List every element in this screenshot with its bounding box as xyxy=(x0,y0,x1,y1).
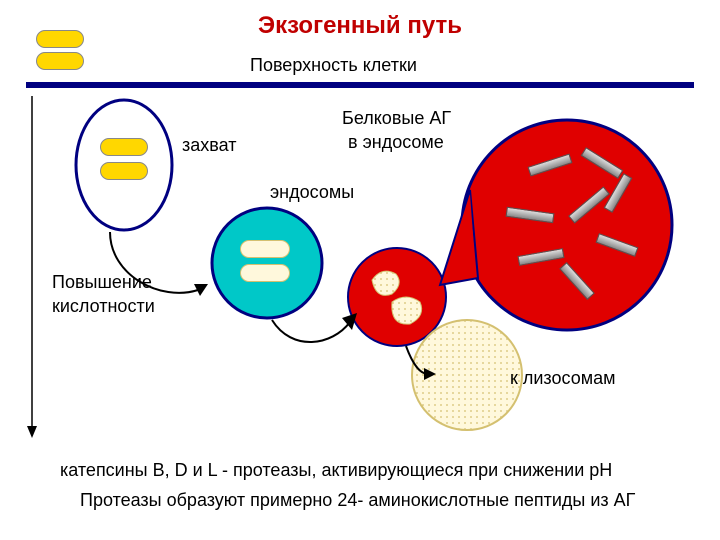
peptide-fragment xyxy=(559,262,595,300)
acidity-label-1: Повышение xyxy=(52,272,152,293)
body-line-2: Протеазы образуют примерно 24- аминокисл… xyxy=(80,490,635,511)
acidity-label-2: кислотности xyxy=(52,296,155,317)
page-title: Экзогенный путь xyxy=(170,12,550,40)
peptide-fragment xyxy=(506,207,555,224)
peptide-fragment xyxy=(528,153,573,176)
antigen-pill xyxy=(100,162,148,180)
antigen-pill xyxy=(100,138,148,156)
membrane-line xyxy=(26,82,694,88)
antigen-pill xyxy=(240,264,290,282)
body-line-1: катепсины B, D и L - протеазы, активирую… xyxy=(60,460,612,481)
surface-label: Поверхность клетки xyxy=(250,55,417,76)
capture-label: захват xyxy=(182,135,236,156)
protein-ag-label-2: в эндосоме xyxy=(348,132,444,153)
antigen-pill xyxy=(36,52,84,70)
peptide-fragment xyxy=(517,248,564,266)
antigen-pill xyxy=(36,30,84,48)
peptide-fragment xyxy=(581,147,624,179)
antigen-pill xyxy=(240,240,290,258)
to-lysosomes-label: к лизосомам xyxy=(510,368,615,389)
diagram-overlay xyxy=(0,0,720,540)
peptide-fragment xyxy=(596,233,639,257)
peptide-fragment xyxy=(568,186,610,223)
protein-ag-label-1: Белковые АГ xyxy=(342,108,451,129)
endosome-label: эндосомы xyxy=(270,182,354,203)
